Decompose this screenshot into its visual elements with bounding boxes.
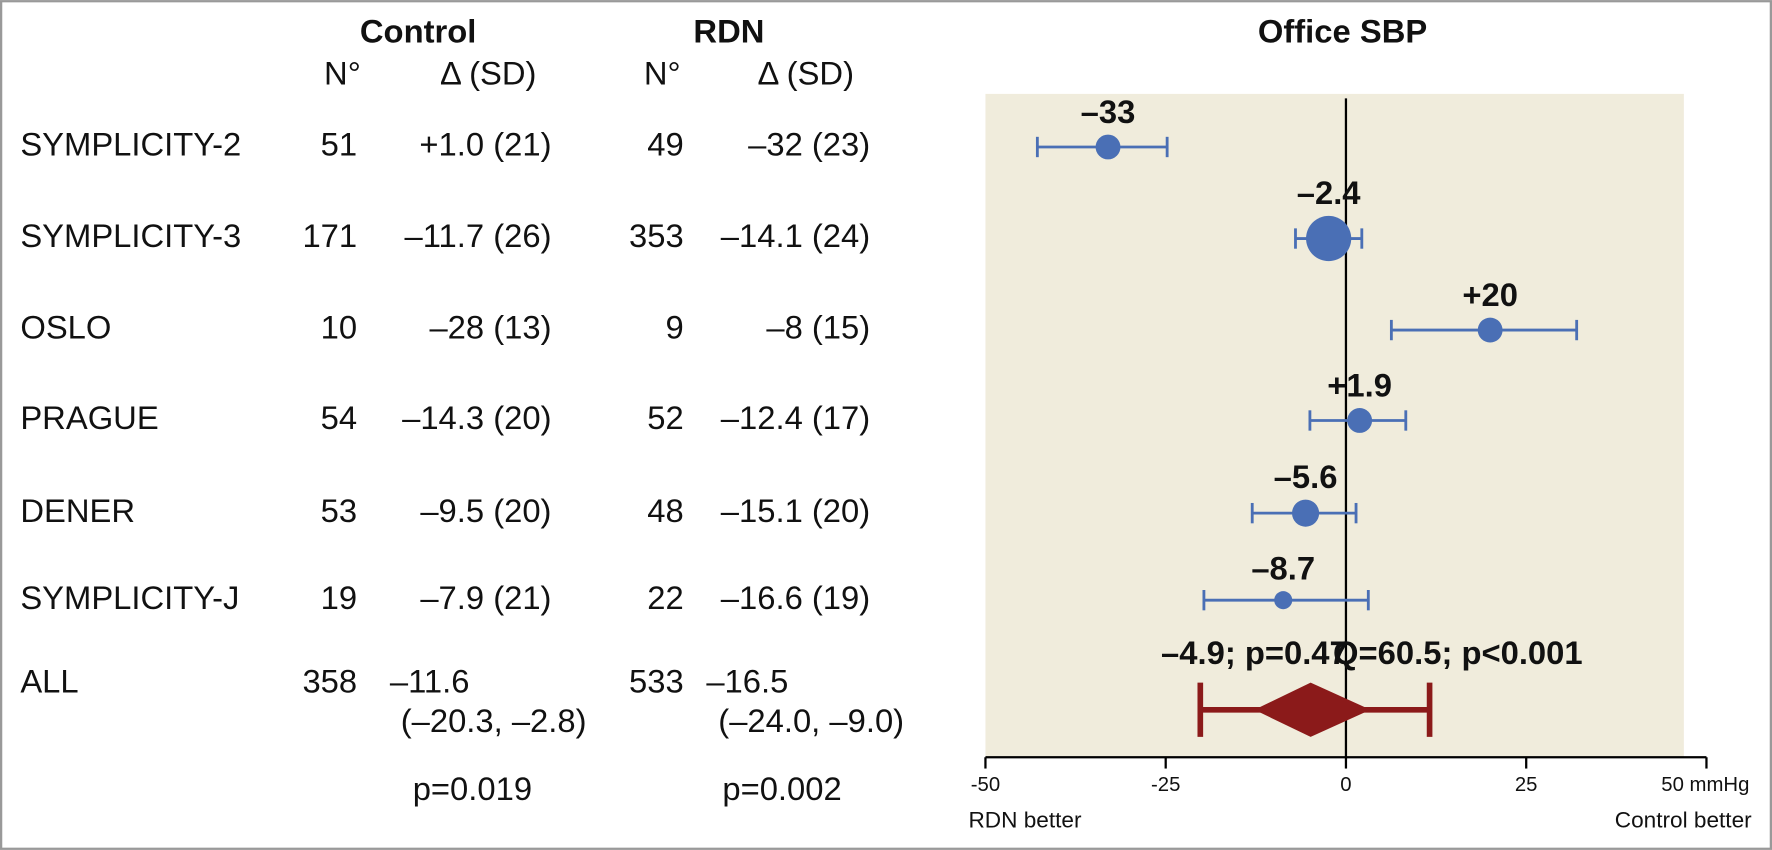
data-label: +1.9: [1327, 366, 1392, 403]
x-tick-label: -25: [1151, 774, 1180, 796]
axis-label: RDN better: [968, 808, 1081, 833]
delta-cell: –14.1 (24): [721, 217, 870, 254]
n-cell: 51: [321, 126, 357, 163]
column-header: Δ (SD): [440, 54, 537, 91]
delta-cell: –15.1 (20): [721, 492, 870, 529]
data-label: –2.4: [1297, 174, 1362, 211]
study-name: SYMPLICITY-J: [20, 579, 239, 616]
data-label: –8.7: [1251, 549, 1315, 586]
n-cell: 48: [647, 492, 683, 529]
delta-cell: –12.4 (17): [721, 399, 870, 436]
delta-cell: –9.5 (20): [420, 492, 551, 529]
ci-cell: (–20.3, –2.8): [401, 702, 587, 739]
n-cell: 53: [321, 492, 357, 529]
point: [1347, 408, 1373, 433]
data-label: –33: [1081, 93, 1136, 130]
n-cell: 533: [629, 662, 684, 699]
study-name: OSLO: [20, 309, 111, 346]
annotation: Q=60.5; p<0.001: [1333, 634, 1583, 671]
n-cell: 9: [665, 309, 683, 346]
group-header: Control: [360, 13, 476, 50]
data-label: –5.6: [1274, 458, 1338, 495]
point: [1292, 499, 1320, 527]
column-header: Δ (SD): [757, 54, 854, 91]
x-tick-label: 0: [1340, 774, 1351, 796]
delta-cell: –8 (15): [766, 309, 870, 346]
chart-title: Office SBP: [1258, 13, 1427, 50]
delta-cell: +1.0 (21): [419, 126, 551, 163]
summary-diamond: [1254, 682, 1371, 737]
x-tick-label: 25: [1515, 774, 1538, 796]
point: [1274, 591, 1293, 610]
delta-cell: –16.5: [706, 662, 788, 699]
p-value: p=0.019: [413, 770, 532, 807]
data-label: +20: [1462, 276, 1518, 313]
point: [1306, 215, 1352, 262]
study-name: ALL: [20, 662, 78, 699]
delta-cell: –14.3 (20): [402, 399, 551, 436]
delta-cell: –7.9 (21): [420, 579, 551, 616]
n-cell: 52: [647, 399, 683, 436]
ci-cell: (–24.0, –9.0): [718, 702, 904, 739]
study-name: SYMPLICITY-2: [20, 126, 241, 163]
x-tick-label: -50: [971, 774, 1000, 796]
n-cell: 54: [321, 399, 357, 436]
annotation: –4.9; p=0.47: [1161, 634, 1348, 671]
delta-cell: –11.6: [390, 662, 470, 699]
n-cell: 49: [647, 126, 683, 163]
axis-label: Control better: [1615, 808, 1752, 833]
delta-cell: –11.7 (26): [405, 217, 552, 254]
n-cell: 10: [321, 309, 357, 346]
delta-cell: –16.6 (19): [721, 579, 870, 616]
point: [1477, 317, 1503, 343]
group-header: RDN: [693, 13, 764, 50]
study-name: SYMPLICITY-3: [20, 217, 241, 254]
study-name: DENER: [20, 492, 135, 529]
n-cell: 358: [302, 662, 357, 699]
point: [1095, 134, 1121, 160]
column-header: N°: [644, 54, 681, 91]
p-value: p=0.002: [722, 770, 841, 807]
n-cell: 171: [302, 217, 357, 254]
delta-cell: –28 (13): [429, 309, 551, 346]
study-name: PRAGUE: [20, 399, 158, 436]
column-header: N°: [324, 54, 361, 91]
n-cell: 19: [321, 579, 357, 616]
n-cell: 353: [629, 217, 684, 254]
delta-cell: –32 (23): [748, 126, 870, 163]
n-cell: 22: [647, 579, 683, 616]
plot-area: [985, 93, 1684, 758]
x-tick-label: 50 mmHg: [1661, 774, 1749, 796]
